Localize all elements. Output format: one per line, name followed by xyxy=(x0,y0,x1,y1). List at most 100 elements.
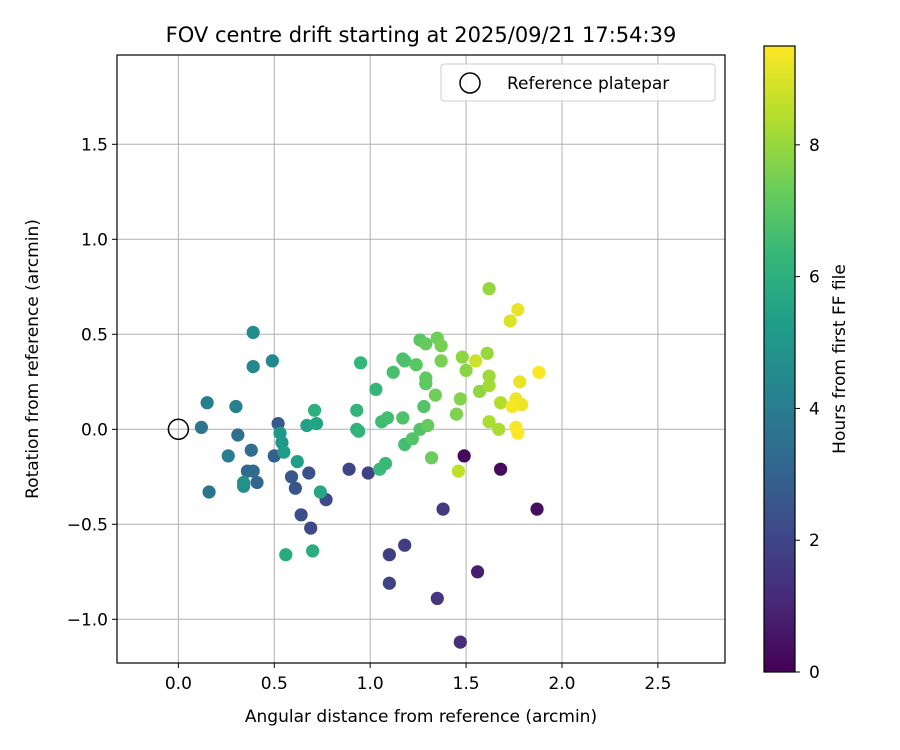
y-tick-label: −1.0 xyxy=(67,610,108,630)
data-point xyxy=(457,449,471,463)
y-tick-label: 0.5 xyxy=(81,325,108,345)
data-point xyxy=(492,422,506,436)
chart-title: FOV centre drift starting at 2025/09/21 … xyxy=(166,23,677,47)
data-point xyxy=(482,379,496,393)
data-point xyxy=(503,314,517,328)
colorbar-tick-label: 0 xyxy=(809,663,820,683)
data-point xyxy=(396,411,410,425)
data-point xyxy=(419,377,433,391)
data-point xyxy=(309,417,324,431)
data-point xyxy=(421,418,435,433)
data-point xyxy=(313,485,327,499)
x-tick-label: 2.5 xyxy=(644,674,671,694)
data-point xyxy=(436,502,450,516)
y-tick-label: 0.0 xyxy=(81,420,108,440)
reference-platepar-marker xyxy=(167,418,190,441)
data-point xyxy=(430,591,444,606)
y-axis-ticks: −1.0 −0.5 0.0 0.5 1.0 1.5 xyxy=(67,135,117,630)
data-point xyxy=(428,388,442,402)
data-point xyxy=(231,428,245,442)
data-point xyxy=(246,464,260,478)
data-point xyxy=(386,365,400,379)
plot-frame xyxy=(116,54,726,664)
y-axis-label: Rotation from reference (arcmin) xyxy=(23,219,43,499)
scatter-points xyxy=(167,282,546,649)
data-point xyxy=(511,303,525,317)
colorbar-tick-label: 8 xyxy=(809,136,820,156)
data-point xyxy=(493,396,508,410)
data-point xyxy=(482,369,496,383)
data-point xyxy=(380,411,395,425)
y-tick-label: 1.0 xyxy=(81,230,108,250)
colorbar-tick-label: 4 xyxy=(809,399,820,419)
data-point xyxy=(505,399,519,414)
data-point xyxy=(382,576,396,590)
data-point xyxy=(277,445,291,459)
data-point xyxy=(304,521,318,535)
colorbar-gradient xyxy=(763,45,796,673)
data-point xyxy=(513,375,527,389)
data-point xyxy=(378,456,393,471)
data-point xyxy=(246,325,260,339)
data-point xyxy=(453,635,467,649)
data-point xyxy=(398,538,412,552)
data-point xyxy=(246,360,260,374)
data-point xyxy=(409,358,423,372)
data-point xyxy=(434,354,448,368)
data-point xyxy=(417,399,431,414)
data-point xyxy=(482,415,496,429)
data-point xyxy=(419,337,433,351)
y-tick-label: 1.5 xyxy=(81,135,108,155)
data-point xyxy=(369,382,383,396)
data-point xyxy=(236,475,251,490)
data-point xyxy=(470,565,485,579)
x-tick-label: 1.5 xyxy=(453,674,480,694)
x-axis-label: Angular distance from reference (arcmin) xyxy=(245,707,597,727)
data-point xyxy=(342,462,356,476)
colorbar: 0 2 4 6 8 Hours from first FF file xyxy=(763,45,850,683)
data-point xyxy=(265,354,279,368)
data-point xyxy=(434,339,448,353)
data-point xyxy=(511,426,525,440)
data-point xyxy=(244,443,258,457)
data-point xyxy=(284,470,299,484)
data-point xyxy=(459,363,473,377)
data-point xyxy=(405,432,419,446)
data-point xyxy=(453,392,467,406)
data-point xyxy=(229,399,243,414)
x-tick-label: 0.5 xyxy=(261,674,288,694)
colorbar-ticks: 0 2 4 6 8 xyxy=(795,136,820,683)
data-point xyxy=(302,466,316,480)
data-point xyxy=(307,403,322,417)
data-point xyxy=(294,508,308,522)
data-point xyxy=(480,346,494,360)
data-point xyxy=(290,455,304,469)
data-point xyxy=(455,350,469,364)
colorbar-label: Hours from first FF file xyxy=(830,264,850,454)
legend-reference-marker xyxy=(459,72,481,94)
data-point xyxy=(306,544,320,558)
data-point xyxy=(200,396,214,410)
data-point xyxy=(288,481,302,495)
data-point xyxy=(532,365,546,379)
colorbar-tick-label: 2 xyxy=(809,531,820,551)
data-point xyxy=(361,466,375,480)
data-point xyxy=(202,485,216,499)
data-point xyxy=(350,403,364,417)
data-point xyxy=(382,548,396,562)
legend: Reference platepar xyxy=(440,63,716,102)
data-point xyxy=(353,356,368,370)
data-point xyxy=(352,424,366,438)
x-tick-label: 0.0 xyxy=(165,674,192,694)
grid-lines xyxy=(117,55,725,663)
colorbar-tick-label: 6 xyxy=(809,268,820,288)
x-axis-ticks: 0.0 0.5 1.0 1.5 2.0 2.5 xyxy=(165,663,671,694)
legend-label: Reference platepar xyxy=(507,74,669,94)
legend-box xyxy=(440,63,716,102)
y-tick-label: −0.5 xyxy=(67,515,108,535)
data-point xyxy=(469,354,483,368)
data-point xyxy=(493,462,508,476)
data-point xyxy=(194,420,208,434)
data-point xyxy=(472,384,487,398)
